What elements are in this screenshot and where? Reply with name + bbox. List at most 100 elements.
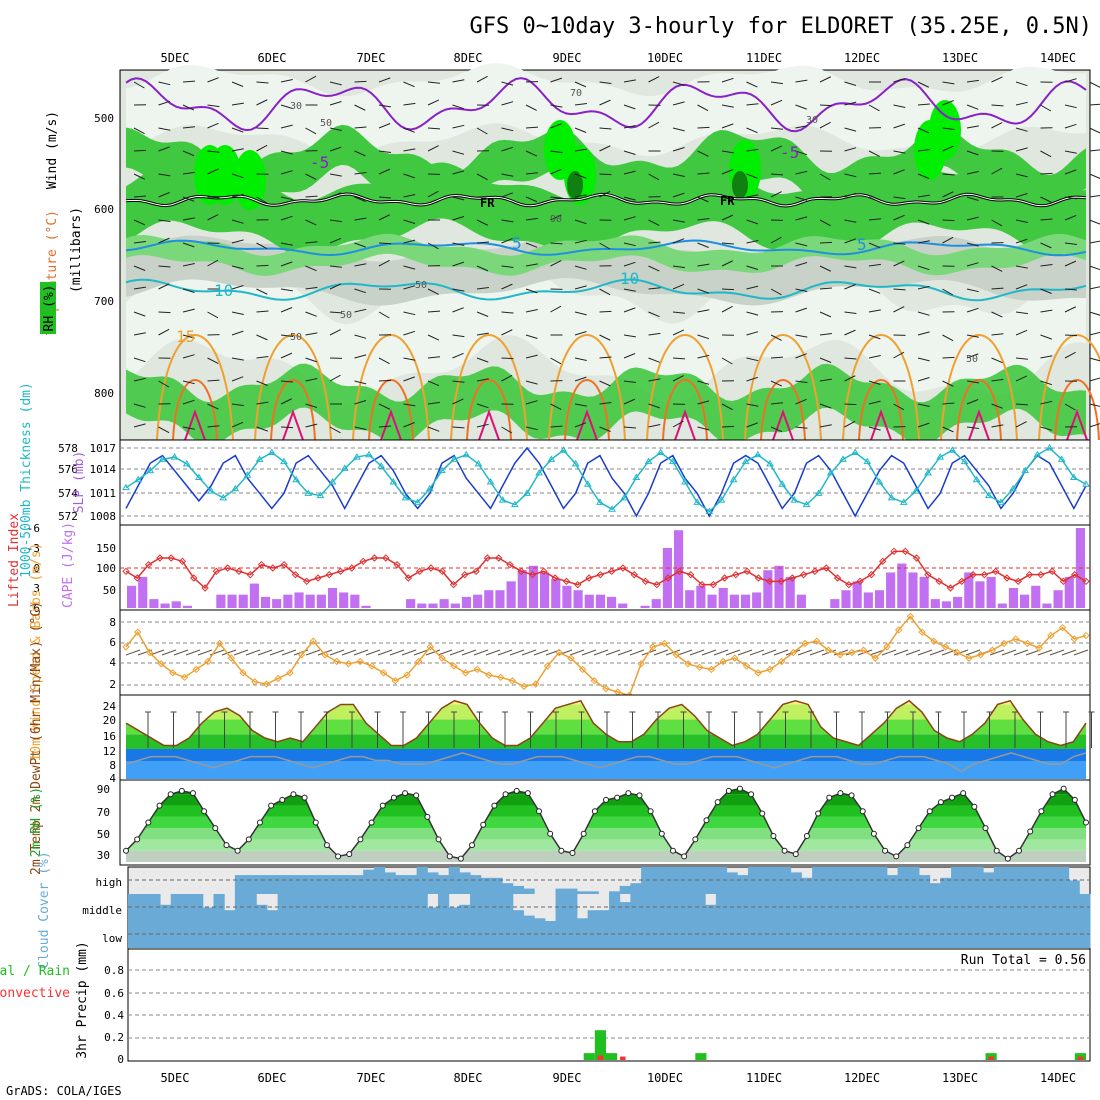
wind-barb	[280, 215, 293, 221]
rh2m-point	[725, 787, 732, 794]
wind-barb	[770, 173, 784, 176]
wind-barb	[1089, 149, 1100, 152]
wind-barb	[697, 380, 710, 385]
wind-barb	[1040, 196, 1052, 203]
wind-barb	[476, 195, 490, 198]
lifted-index-series-point	[235, 567, 243, 576]
rh2m-point	[781, 847, 788, 854]
wind-barb	[1015, 311, 1028, 315]
wind-barb	[207, 214, 219, 221]
wind-barb	[917, 103, 930, 106]
thickness-series-point	[754, 450, 762, 458]
wind-speed-series-point	[426, 643, 435, 651]
wind-barb	[501, 173, 514, 177]
wind-barb	[1089, 331, 1100, 336]
wind-barb	[231, 265, 244, 270]
wind-barb	[403, 173, 416, 179]
thickness-series-point	[705, 507, 714, 514]
wind-barb	[501, 426, 513, 434]
isotherm-15-arch	[744, 334, 822, 441]
wind-barb	[501, 81, 514, 86]
wind-barb	[550, 260, 562, 267]
lifted-index-series-point	[404, 574, 413, 582]
wind-barb	[133, 81, 145, 89]
thickness-series-point	[681, 478, 689, 485]
lifted-index-series-point	[494, 554, 503, 562]
wind-barb	[280, 170, 293, 175]
cloud-cell-middle	[897, 894, 909, 921]
wind-barb	[452, 242, 465, 246]
cloud-cell-low	[395, 921, 407, 948]
surface-wind-barb	[581, 649, 597, 656]
wind-barb	[819, 104, 833, 107]
wind-barb	[329, 219, 342, 223]
wind-barb	[550, 214, 562, 221]
wind-barb	[207, 311, 219, 319]
wind-barb	[1040, 172, 1053, 175]
rh2m-point	[882, 847, 889, 854]
rh-contour-label-50-4: 50	[415, 280, 427, 291]
wind-tick-2: 2	[109, 678, 116, 691]
wind-barb	[966, 171, 979, 175]
wind-barb	[574, 148, 587, 152]
wind-barb	[329, 374, 341, 382]
wind-barb	[623, 125, 636, 129]
wind-barb	[1064, 260, 1077, 267]
wind-barb	[966, 216, 979, 221]
rh2m-point	[234, 847, 241, 854]
cloud-cell-high	[801, 877, 813, 894]
lifted-index-series-point	[856, 577, 864, 586]
wind-barb	[476, 287, 489, 290]
thickness-series-point	[620, 493, 629, 501]
cloud-cell-high	[715, 867, 728, 894]
rh2m-point	[960, 790, 967, 797]
wind-barb	[966, 426, 979, 429]
rh-zone-green-lower	[126, 363, 1086, 447]
wind-barb	[476, 127, 488, 135]
thickness-series-point	[267, 448, 276, 456]
cloud-cell-low	[780, 921, 792, 948]
rh2m-point	[893, 853, 900, 860]
surface-wind-barb	[389, 649, 405, 656]
surface-wind-barb	[1061, 649, 1077, 656]
rh-tick-30: 30	[97, 849, 110, 862]
slp-series	[125, 446, 1087, 518]
cape-bar	[640, 605, 650, 608]
wind-barb	[476, 357, 489, 363]
thickness-series-point	[365, 450, 373, 458]
li-tick-m6: -6	[27, 522, 40, 535]
lifted-index-series-point	[743, 567, 751, 576]
cloud-cell-low	[512, 921, 524, 948]
wind-barb	[476, 378, 489, 382]
wind-barb	[721, 260, 734, 267]
wind-speed-series-point	[1058, 623, 1067, 632]
wind-barb	[403, 239, 416, 244]
rh2m-point	[256, 819, 263, 826]
cloud-cell-high	[491, 877, 503, 894]
cape-bar	[886, 572, 896, 608]
rh2m-band	[126, 828, 1086, 840]
rh2m-point	[201, 808, 208, 815]
wind-barb	[182, 150, 195, 157]
wind-barb	[256, 334, 268, 341]
date-label-top: 13DEC	[942, 51, 978, 65]
wind-speed-series-point	[684, 660, 692, 668]
lifted-index-series-point	[935, 577, 943, 586]
isotherm-label-m5-2: -5	[780, 143, 799, 162]
wind-barb	[1015, 81, 1028, 87]
wind-barb	[1089, 377, 1100, 382]
li-tick-6: 6	[33, 602, 40, 615]
rh-dark-blob	[567, 171, 583, 199]
wind-barb	[231, 403, 244, 407]
wind-barb	[182, 426, 195, 430]
isotherm-15-arch	[940, 334, 1018, 441]
surface-wind-barb	[605, 649, 621, 656]
isotherm-15-arch	[352, 334, 430, 441]
cape-bar	[718, 588, 728, 608]
wind-barb	[966, 307, 979, 313]
millibars-label: (millibars)	[69, 207, 84, 293]
cape-bar	[327, 588, 338, 608]
isotherm-20-arch	[368, 379, 414, 441]
wind-barb	[893, 351, 905, 359]
